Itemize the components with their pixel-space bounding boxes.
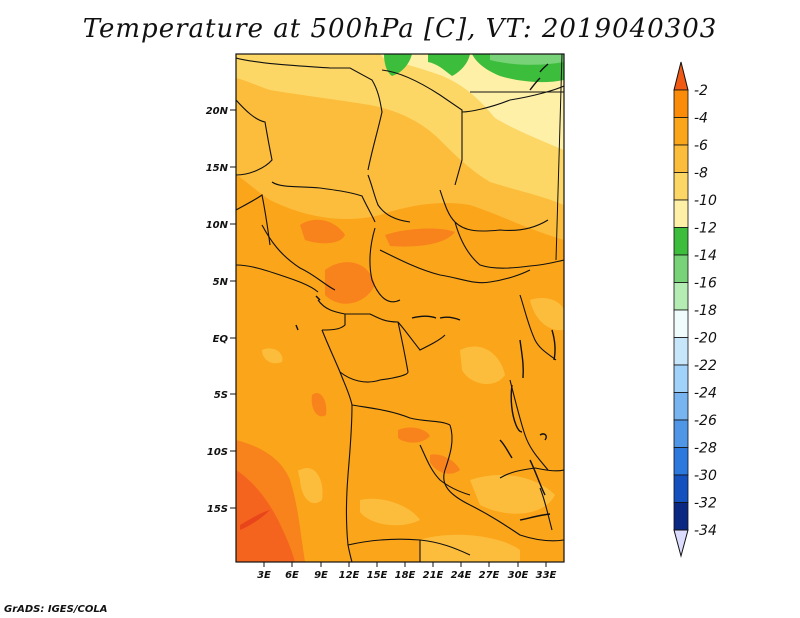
map-frame bbox=[235, 53, 565, 563]
lon-tick-label: 24E bbox=[451, 570, 472, 581]
colorbar-cell bbox=[673, 227, 689, 256]
lon-tick-label: 9E bbox=[314, 570, 328, 581]
field-sw-hot bbox=[236, 470, 295, 562]
colorbar-cell bbox=[673, 254, 689, 283]
field-sw-light bbox=[298, 470, 318, 492]
field-light-patch-1 bbox=[460, 346, 505, 385]
field-light-patch-5 bbox=[420, 534, 520, 562]
colorbar-label: -24 bbox=[694, 386, 717, 402]
lon-tick-label: 18E bbox=[395, 570, 416, 581]
colorbar-label: -2 bbox=[694, 83, 708, 99]
colorbar-label: -8 bbox=[694, 166, 708, 182]
field-light-patch-6 bbox=[262, 348, 283, 364]
colorbar-cell bbox=[673, 89, 689, 118]
country-borders bbox=[236, 57, 564, 562]
field-cold-patch-2 bbox=[428, 54, 470, 76]
lon-tick-label: 12E bbox=[339, 570, 360, 581]
colorbar-cell bbox=[673, 117, 689, 146]
colorbar-label: -16 bbox=[694, 276, 717, 292]
colorbar-cell bbox=[673, 144, 689, 173]
colorbar: -2 -4 -6 -8 -10 -12 -14 -16 -18 -20 -22 -24 -26 -28 -3… bbox=[673, 61, 717, 558]
colorbar-label: -20 bbox=[694, 331, 717, 347]
lon-tick-label: 6E bbox=[285, 570, 299, 581]
colorbar-cell bbox=[673, 392, 689, 421]
lat-tick-label: 15S bbox=[207, 504, 228, 515]
colorbar-label: -30 bbox=[694, 468, 717, 484]
lon-tick-label: 21E bbox=[423, 570, 444, 581]
field-warm-patch-6 bbox=[311, 392, 327, 417]
colorbar-cell bbox=[673, 502, 689, 531]
field-light-patch-7 bbox=[530, 298, 564, 331]
field-light-patch-4 bbox=[470, 475, 555, 514]
map-panel bbox=[236, 54, 564, 562]
colorbar-label: -18 bbox=[694, 303, 717, 319]
colorbar-label: -14 bbox=[694, 248, 717, 264]
lat-tick-label: EQ bbox=[213, 334, 229, 345]
lat-axis: 20N 15N 10N 5N EQ 5S 10S 15S bbox=[206, 106, 236, 515]
lon-tick-label: 27E bbox=[479, 570, 500, 581]
lon-tick-label: 33E bbox=[536, 570, 557, 581]
field-warm-patch-3 bbox=[385, 228, 455, 247]
lat-tick-label: 10S bbox=[207, 447, 228, 458]
colorbar-label: -10 bbox=[694, 193, 717, 209]
colorbar-label: -28 bbox=[694, 441, 717, 457]
colorbar-cell bbox=[673, 309, 689, 338]
grads-credit: GrADS: IGES/COLA bbox=[4, 604, 108, 615]
lon-tick-label: 30E bbox=[508, 570, 529, 581]
colorbar-label: -12 bbox=[694, 221, 717, 237]
colorbar-labels: -2 -4 -6 -8 -10 -12 -14 -16 -18 -20 -22 -24 -26 -28 -3… bbox=[694, 83, 717, 539]
colorbar-label: -4 bbox=[694, 111, 708, 127]
colorbar-cell bbox=[673, 419, 689, 448]
lon-axis: 3E 6E 9E 12E 15E 18E 21E 24E 27E 30E 33E bbox=[257, 562, 557, 581]
colorbar-cell bbox=[673, 282, 689, 311]
field-sw-hot-streak bbox=[240, 510, 270, 530]
river-nile bbox=[555, 54, 563, 261]
lat-tick-label: 15N bbox=[206, 163, 229, 174]
lat-tick-label: 5S bbox=[214, 390, 228, 401]
field-warm-patch-4 bbox=[398, 427, 430, 443]
colorbar-label: -26 bbox=[694, 413, 717, 429]
field-warm-patch-2 bbox=[325, 262, 375, 304]
lat-tick-label: 10N bbox=[206, 220, 229, 231]
lon-tick-label: 3E bbox=[257, 570, 271, 581]
field-warm-patch-1 bbox=[300, 219, 345, 244]
colorbar-cell bbox=[673, 364, 689, 393]
colorbar-cells bbox=[673, 89, 689, 531]
colorbar-cell bbox=[673, 199, 689, 228]
field-warm-patch-5 bbox=[430, 454, 460, 474]
field-cold-patch-4 bbox=[490, 54, 564, 65]
colorbar-cell bbox=[673, 337, 689, 366]
colorbar-label: -22 bbox=[694, 358, 717, 374]
colorbar-cell bbox=[673, 172, 689, 201]
lat-tick-label: 20N bbox=[206, 106, 229, 117]
colorbar-label: -32 bbox=[694, 496, 717, 512]
lon-tick-label: 15E bbox=[367, 570, 388, 581]
colorbar-label: -6 bbox=[694, 138, 708, 154]
colorbar-cell bbox=[673, 447, 689, 476]
colorbar-bottom-arrow bbox=[673, 529, 689, 558]
map-title: Temperature at 500hPa [C], VT: 201904030… bbox=[82, 14, 718, 44]
field-cold-patch-1 bbox=[384, 54, 412, 76]
colorbar-label: -34 bbox=[694, 523, 717, 539]
field-light-patch-3 bbox=[360, 498, 420, 526]
lat-tick-label: 5N bbox=[213, 277, 229, 288]
lakes bbox=[295, 63, 556, 521]
colorbar-cell bbox=[673, 474, 689, 503]
colorbar-top-arrow bbox=[673, 61, 689, 91]
